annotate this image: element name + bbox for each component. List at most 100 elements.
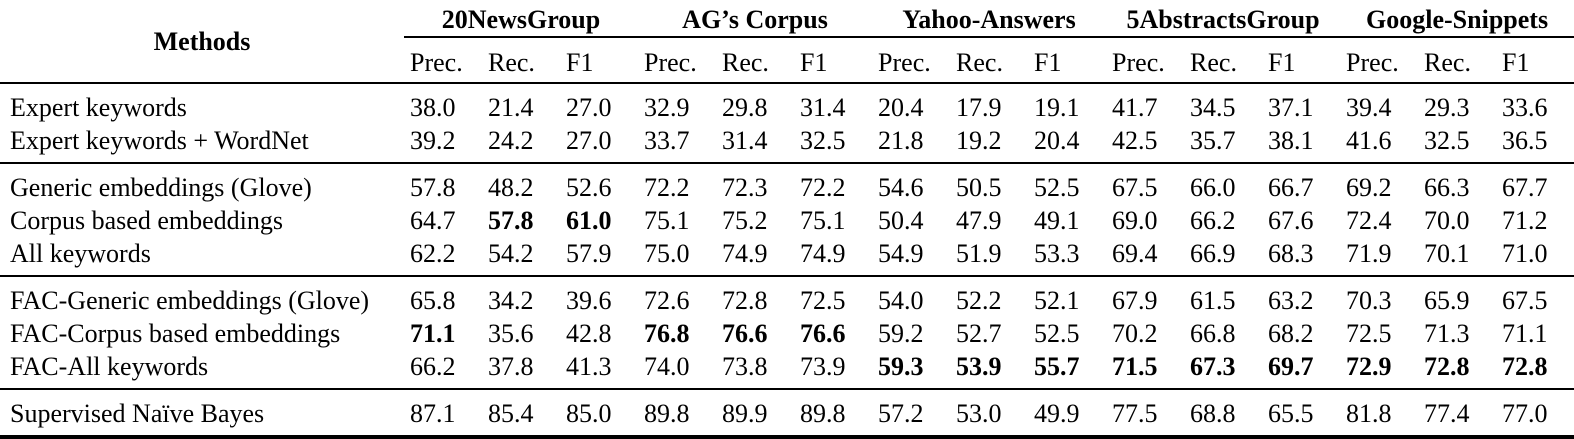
- value-cell: 37.8: [488, 352, 534, 381]
- value-cell: 55.7: [1034, 352, 1080, 381]
- value-cell: 52.5: [1028, 162, 1107, 204]
- value-cell: 32.5: [1424, 126, 1470, 155]
- table-row: FAC-Generic embeddings (Glove) 65.8 34.2 39…: [0, 275, 1574, 317]
- method-cell: Generic embeddings (Glove): [0, 162, 404, 204]
- value-cell: 47.9: [956, 206, 1002, 235]
- value-cell: 72.3: [716, 162, 794, 204]
- value-cell: 69.4: [1112, 239, 1158, 268]
- value-cell: 68.3: [1268, 239, 1314, 268]
- table-row: Supervised Naïve Bayes 87.1 85.4 85.0 89.8 89…: [0, 388, 1574, 439]
- value-cell: 36.5: [1502, 126, 1548, 155]
- metric-header-rec: Rec.: [482, 37, 560, 84]
- value-cell: 57.2: [872, 388, 951, 439]
- value-cell: 42.5: [1112, 126, 1158, 155]
- value-cell: 54.0: [872, 275, 951, 317]
- value-cell: 21.8: [878, 126, 924, 155]
- value-cell: 64.7: [410, 206, 456, 235]
- table-row: FAC-All keywords 66.2 37.8 41.3 74.0 73.8 73.9…: [0, 350, 1574, 389]
- value-cell: 71.2: [1502, 206, 1548, 235]
- value-cell: 41.7: [1106, 82, 1185, 124]
- value-cell: 68.8: [1184, 388, 1263, 439]
- value-cell: 27.0: [566, 126, 612, 155]
- value-cell: 67.6: [1268, 206, 1314, 235]
- value-cell: 72.6: [638, 275, 716, 317]
- value-cell: 81.8: [1340, 388, 1419, 439]
- value-cell: 75.1: [644, 206, 690, 235]
- value-cell: 66.0: [1184, 162, 1263, 204]
- metric-header-f1: F1: [1496, 37, 1574, 84]
- metric-header-rec: Rec.: [1184, 37, 1263, 84]
- value-cell: 71.5: [1112, 352, 1158, 381]
- value-cell: 71.0: [1502, 239, 1548, 268]
- metric-header-rec: Rec.: [950, 37, 1029, 84]
- value-cell: 39.4: [1340, 82, 1419, 124]
- metric-header-prec: Prec.: [1340, 37, 1419, 84]
- value-cell: 70.2: [1112, 319, 1158, 348]
- value-cell: 61.0: [566, 206, 612, 235]
- dataset-header-row: Methods 20NewsGroup AG’s Corpus Yahoo-An…: [0, 0, 1574, 84]
- metric-header-f1: F1: [794, 37, 873, 84]
- value-cell: 37.1: [1262, 82, 1341, 124]
- value-cell: 52.5: [1034, 319, 1080, 348]
- method-group: Generic embeddings (Glove) 57.8 48.2 52.6 72…: [0, 162, 1574, 276]
- value-cell: 53.3: [1034, 239, 1080, 268]
- metric-header-rec: Rec.: [1418, 37, 1497, 84]
- value-cell: 61.5: [1184, 275, 1263, 317]
- value-cell: 74.9: [722, 239, 768, 268]
- table-row: FAC-Corpus based embeddings 71.1 35.6 42.8 7…: [0, 317, 1574, 350]
- dataset-header-google-snippets: Google-Snippets: [1340, 0, 1574, 38]
- metric-header-rec: Rec.: [716, 37, 794, 84]
- value-cell: 66.2: [410, 352, 456, 381]
- value-cell: 70.0: [1424, 206, 1470, 235]
- value-cell: 75.0: [644, 239, 690, 268]
- value-cell: 33.6: [1496, 82, 1574, 124]
- value-cell: 74.0: [644, 352, 690, 381]
- value-cell: 42.8: [566, 319, 612, 348]
- value-cell: 51.9: [956, 239, 1002, 268]
- value-cell: 71.1: [410, 319, 456, 348]
- value-cell: 21.4: [482, 82, 560, 124]
- value-cell: 67.9: [1106, 275, 1185, 317]
- method-cell: FAC-Corpus based embeddings: [10, 319, 341, 348]
- method-group: Supervised Naïve Bayes 87.1 85.4 85.0 89.8 89…: [0, 388, 1574, 439]
- value-cell: 53.9: [956, 352, 1002, 381]
- value-cell: 59.3: [878, 352, 924, 381]
- value-cell: 29.3: [1418, 82, 1497, 124]
- value-cell: 69.0: [1112, 206, 1158, 235]
- value-cell: 72.8: [1502, 352, 1548, 381]
- value-cell: 65.8: [404, 275, 482, 317]
- value-cell: 67.5: [1106, 162, 1185, 204]
- method-group: Expert keywords 38.0 21.4 27.0 32.9 29.8 31.4 2…: [0, 82, 1574, 163]
- value-cell: 66.7: [1262, 162, 1341, 204]
- metric-header-row: Prec. Rec. F1 Prec. Rec. F1 Prec. Rec. F…: [0, 37, 1574, 84]
- value-cell: 38.1: [1268, 126, 1314, 155]
- metric-header-f1: F1: [1028, 37, 1107, 84]
- value-cell: 54.9: [878, 239, 924, 268]
- value-cell: 57.8: [404, 162, 482, 204]
- value-cell: 72.5: [1346, 319, 1392, 348]
- value-cell: 35.7: [1190, 126, 1236, 155]
- value-cell: 59.2: [878, 319, 924, 348]
- value-cell: 27.0: [560, 82, 638, 124]
- value-cell: 49.9: [1028, 388, 1107, 439]
- value-cell: 75.2: [722, 206, 768, 235]
- value-cell: 71.1: [1502, 319, 1548, 348]
- metric-header-prec: Prec.: [404, 37, 482, 84]
- method-cell: FAC-All keywords: [10, 352, 209, 381]
- methods-header: Methods: [0, 0, 404, 84]
- metric-header-prec: Prec.: [872, 37, 951, 84]
- value-cell: 39.2: [410, 126, 456, 155]
- value-cell: 19.1: [1028, 82, 1107, 124]
- value-cell: 65.5: [1262, 388, 1341, 439]
- value-cell: 69.2: [1340, 162, 1419, 204]
- value-cell: 85.4: [482, 388, 560, 439]
- dataset-header-5abstractsgroup: 5AbstractsGroup: [1106, 0, 1341, 38]
- dataset-header-yahoo-answers: Yahoo-Answers: [872, 0, 1107, 38]
- table-row: All keywords 62.2 54.2 57.9 75.0 74.9 74.9 54.9…: [0, 237, 1574, 276]
- value-cell: 70.1: [1424, 239, 1470, 268]
- table-row: Corpus based embeddings 64.7 57.8 61.0 75.1 7…: [0, 204, 1574, 237]
- value-cell: 77.4: [1418, 388, 1497, 439]
- value-cell: 52.7: [956, 319, 1002, 348]
- value-cell: 89.9: [716, 388, 794, 439]
